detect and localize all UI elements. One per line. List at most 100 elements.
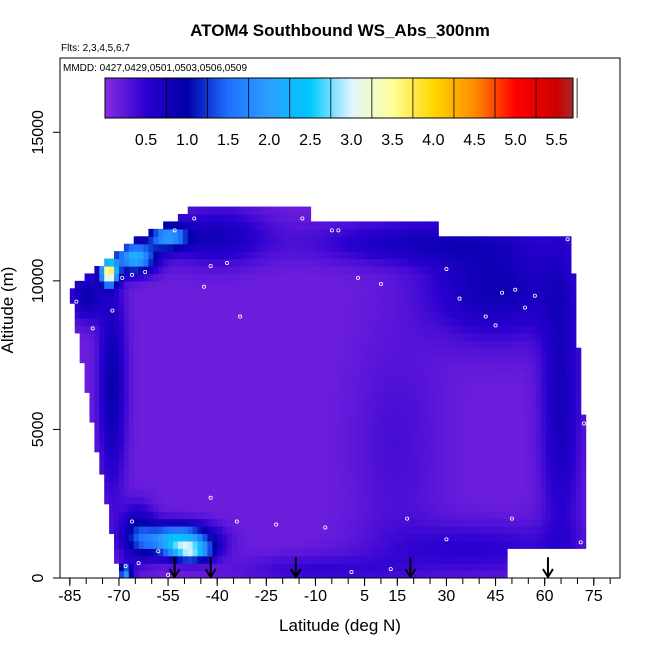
heatmap-cell: [487, 399, 493, 408]
heatmap-cell: [551, 384, 557, 393]
heatmap-cell: [325, 325, 331, 334]
heatmap-cell: [207, 540, 213, 549]
heatmap-cell: [477, 340, 484, 349]
heatmap-cell: [433, 392, 439, 401]
heatmap-cell: [123, 362, 130, 371]
heatmap-cell: [330, 258, 336, 267]
heatmap-cell: [502, 466, 508, 475]
heatmap-cell: [261, 258, 267, 267]
heatmap-cell: [118, 466, 125, 475]
heatmap-cell: [526, 466, 533, 475]
heatmap-cell: [281, 399, 287, 408]
heatmap-cell: [197, 548, 204, 557]
heatmap-cell: [497, 540, 503, 549]
heatmap-cell: [133, 444, 140, 453]
heatmap-cell: [448, 466, 454, 475]
heatmap-cell: [305, 221, 312, 230]
heatmap-cell: [438, 399, 444, 408]
heatmap-cell: [118, 340, 125, 349]
heatmap-cell: [379, 422, 385, 431]
heatmap-cell: [153, 563, 159, 572]
heatmap-cell: [236, 399, 243, 408]
heatmap-cell: [433, 325, 439, 334]
heatmap-cell: [177, 332, 184, 341]
heatmap-cell: [285, 399, 292, 408]
heatmap-cell: [556, 474, 562, 483]
heatmap-cell: [217, 451, 223, 460]
heatmap-cell: [531, 310, 538, 319]
heatmap-cell: [281, 332, 287, 341]
heatmap-cell: [266, 310, 272, 319]
heatmap-cell: [369, 570, 375, 578]
heatmap-cell: [290, 228, 297, 237]
heatmap-cell: [570, 399, 577, 408]
heatmap-cell: [511, 251, 518, 260]
heatmap-cell: [246, 295, 253, 304]
heatmap-cell: [285, 481, 292, 490]
heatmap-cell: [153, 377, 159, 386]
heatmap-cell: [344, 474, 351, 483]
heatmap-cell: [502, 533, 508, 542]
heatmap-cell: [158, 370, 164, 379]
heatmap-cell: [300, 340, 307, 349]
heatmap-cell: [315, 399, 321, 408]
heatmap-cell: [428, 280, 434, 289]
heatmap-cell: [403, 540, 410, 549]
heatmap-cell: [374, 392, 380, 401]
heatmap-cell: [448, 384, 454, 393]
heatmap-cell: [492, 488, 498, 497]
heatmap-cell: [413, 540, 420, 549]
heatmap-cell: [104, 436, 110, 445]
heatmap-cell: [364, 429, 371, 438]
heatmap-cell: [497, 548, 503, 557]
heatmap-cell: [492, 503, 498, 512]
heatmap-cell: [89, 310, 95, 319]
heatmap-cell: [74, 325, 81, 334]
heatmap-cell: [168, 488, 174, 497]
heatmap-cell: [398, 459, 405, 468]
heatmap-cell: [256, 526, 262, 535]
heatmap-cell: [452, 392, 459, 401]
heatmap-cell: [487, 444, 493, 453]
heatmap-cell: [570, 303, 577, 312]
heatmap-cell: [340, 496, 346, 505]
heatmap-cell: [433, 280, 439, 289]
heatmap-cell: [212, 570, 218, 578]
heatmap-cell: [330, 451, 336, 460]
heatmap-cell: [207, 355, 213, 364]
heatmap-cell: [153, 526, 159, 535]
heatmap-cell: [172, 392, 179, 401]
heatmap-cell: [182, 228, 189, 237]
heatmap-cell: [256, 503, 262, 512]
heatmap-cell: [310, 392, 317, 401]
heatmap-cell: [394, 407, 400, 416]
heatmap-cell: [118, 384, 125, 393]
heatmap-cell: [369, 228, 375, 237]
heatmap-cell: [168, 481, 174, 490]
heatmap-cell: [182, 444, 189, 453]
heatmap-cell: [217, 243, 223, 252]
heatmap-cell: [467, 459, 474, 468]
heatmap-cell: [163, 436, 169, 445]
heatmap-cell: [305, 370, 312, 379]
heatmap-cell: [511, 503, 518, 512]
heatmap-cell: [502, 251, 508, 260]
heatmap-cell: [182, 533, 189, 542]
heatmap-cell: [177, 407, 184, 416]
heatmap-cell: [457, 436, 464, 445]
heatmap-cell: [398, 570, 405, 578]
heatmap-cell: [384, 347, 390, 356]
heatmap-cell: [148, 407, 154, 416]
heatmap-cell: [172, 444, 179, 453]
heatmap-cell: [271, 310, 277, 319]
heatmap-cell: [187, 303, 194, 312]
heatmap-cell: [438, 355, 444, 364]
heatmap-cell: [285, 511, 292, 520]
heatmap-cell: [325, 243, 331, 252]
heatmap-cell: [507, 332, 513, 341]
heatmap-cell: [305, 332, 312, 341]
heatmap-cell: [551, 533, 557, 542]
heatmap-cell: [369, 355, 375, 364]
heatmap-cell: [487, 526, 493, 535]
heatmap-cell: [236, 362, 243, 371]
